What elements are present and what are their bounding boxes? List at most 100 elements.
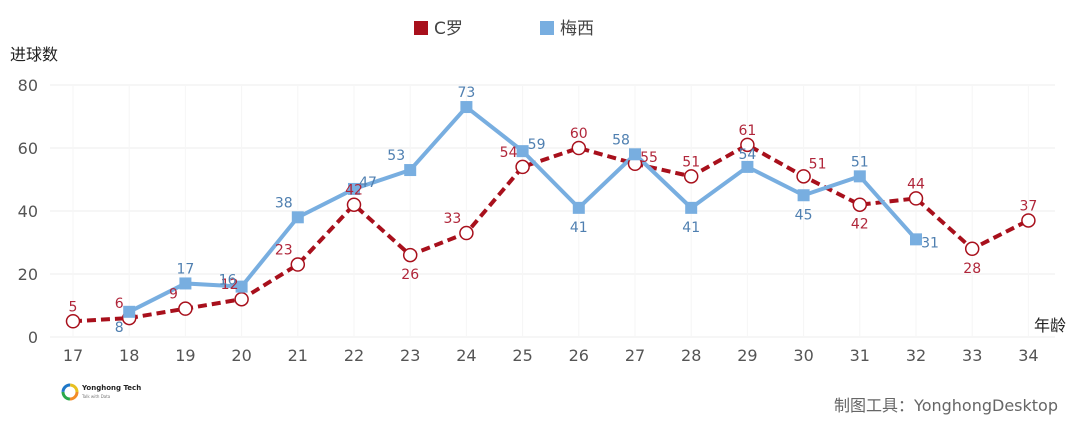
data-label-ronaldo: 12 [221,277,239,293]
data-label-messi: 73 [457,85,475,101]
point-ronaldo [234,291,249,307]
point-ronaldo [515,159,530,175]
y-axis-ticks: 0 20 40 60 80 [18,76,38,347]
point-ronaldo [852,197,868,212]
series-layer [65,101,1036,329]
data-label-ronaldo: 23 [275,243,293,259]
data-label-messi: 51 [851,154,869,170]
point-messi [460,101,473,114]
point-ronaldo [402,247,418,263]
x-tick-label: 33 [962,346,982,365]
y-tick-label: 20 [18,265,38,284]
x-tick-label: 34 [1018,346,1038,365]
x-tick-label: 26 [569,346,589,365]
data-label-ronaldo: 60 [570,126,588,142]
data-label-ronaldo: 54 [500,145,518,161]
point-messi [123,305,136,318]
data-label-messi: 41 [570,220,588,236]
logo: Yonghong Tech Talk with Data [60,378,150,408]
point-ronaldo [908,191,924,206]
data-label-messi: 38 [275,195,293,211]
data-label-messi: 58 [612,132,630,148]
x-tick-label: 22 [344,346,364,365]
data-label-ronaldo: 44 [907,176,925,192]
data-label-messi: 53 [387,148,405,164]
y-tick-label: 60 [18,139,38,158]
data-label-ronaldo: 37 [1019,198,1037,214]
data-label-ronaldo: 33 [443,211,461,227]
data-label-ronaldo: 61 [738,123,756,139]
x-tick-label: 19 [175,346,195,365]
x-tick-label: 28 [681,346,701,365]
point-messi [516,145,529,158]
point-messi [797,189,810,202]
data-label-ronaldo: 26 [401,267,419,283]
x-tick-label: 30 [793,346,813,365]
x-tick-label: 25 [512,346,532,365]
y-tick-label: 0 [28,328,38,347]
x-tick-label: 23 [400,346,420,365]
legend-label: C罗 [434,19,463,39]
y-tick-label: 80 [18,76,38,95]
point-messi [291,211,304,224]
point-messi [404,164,417,177]
y-axis-title: 进球数 [10,45,58,64]
point-messi [853,170,866,183]
data-labels: 5 6 9 12 23 42 26 33 54 60 55 51 61 51 42 44 28 37 8 17 16 38… [69,85,1038,336]
point-messi [910,233,922,246]
point-messi [741,160,754,173]
data-label-messi: 41 [682,220,700,236]
logo-icon [61,383,79,401]
x-axis-ticks: 17 18 19 20 21 22 23 24 25 26 27 28 29 30 31 32 33 34 [63,346,1039,365]
x-tick-label: 32 [906,346,926,365]
x-tick-label: 27 [625,346,645,365]
data-label-messi: 8 [115,320,124,336]
data-label-ronaldo: 51 [809,156,827,172]
legend-swatch [540,21,554,35]
x-tick-label: 17 [63,346,83,365]
point-ronaldo [1021,213,1036,228]
x-tick-label: 21 [288,346,308,365]
point-ronaldo [459,225,474,241]
point-ronaldo [964,241,980,257]
logo-tagline: Talk with Data [82,394,111,399]
data-label-ronaldo: 55 [640,150,658,166]
x-axis-title: 年龄 [1034,316,1066,335]
logo-name: Yonghong Tech [82,384,142,392]
data-label-ronaldo: 6 [115,296,124,312]
x-tick-label: 24 [456,346,476,365]
credit-text: 制图工具：YonghongDesktop [834,396,1058,415]
point-messi [235,280,248,293]
data-label-messi: 16 [219,273,237,289]
point-ronaldo [740,137,755,153]
point-ronaldo [571,140,587,156]
point-messi [685,201,698,214]
point-messi [629,148,641,161]
legend: C罗 梅西 [414,19,594,39]
data-label-ronaldo: 9 [169,287,178,303]
point-messi [348,182,360,195]
x-tick-label: 20 [231,346,251,365]
series-line-ronaldo [72,142,1030,324]
point-ronaldo [65,314,81,329]
data-label-messi: 17 [176,261,194,277]
x-tick-label: 29 [737,346,757,365]
point-messi [179,277,192,290]
x-tick-label: 31 [850,346,870,365]
data-label-messi: 59 [528,137,546,153]
data-label-ronaldo: 51 [682,154,700,170]
data-label-ronaldo: 42 [345,183,363,199]
data-label-ronaldo: 42 [851,217,869,233]
legend-label: 梅西 [560,19,594,39]
data-label-ronaldo: 28 [963,261,981,277]
data-label-messi: 45 [795,207,813,223]
point-ronaldo [178,301,193,316]
point-ronaldo [346,197,362,212]
point-ronaldo [683,169,699,184]
point-ronaldo [796,169,811,184]
legend-swatch [414,21,428,35]
data-label-ronaldo: 5 [69,299,78,315]
point-messi [572,201,585,214]
data-label-messi: 54 [738,147,756,163]
